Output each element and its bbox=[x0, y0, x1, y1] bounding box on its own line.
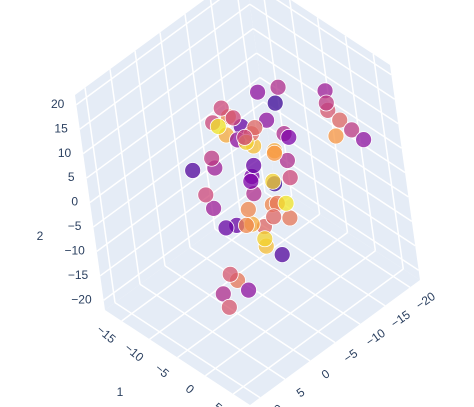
x-tick-label: −15 bbox=[94, 322, 119, 346]
x-tick-label: 5 bbox=[211, 400, 225, 407]
y-tick-label: −15 bbox=[388, 307, 413, 330]
grid-line bbox=[79, 3, 251, 130]
point bbox=[249, 83, 266, 101]
x-tick-label: 0 bbox=[183, 382, 197, 397]
y-tick-label: −10 bbox=[363, 326, 388, 349]
z-tick-label: −15 bbox=[68, 268, 89, 282]
point bbox=[273, 246, 291, 264]
y-tick-label: 5 bbox=[294, 385, 308, 400]
point bbox=[246, 119, 264, 137]
z-tick-label: 0 bbox=[71, 195, 78, 209]
grid-line bbox=[139, 283, 286, 380]
z-tick-label: 10 bbox=[58, 146, 72, 160]
point bbox=[245, 157, 263, 174]
grid-line bbox=[252, 28, 399, 125]
y-tick-label: 10 bbox=[266, 401, 285, 407]
z-tick-label: 15 bbox=[54, 121, 68, 135]
grid-line bbox=[262, 101, 409, 198]
point bbox=[278, 152, 296, 169]
point bbox=[280, 128, 298, 146]
y-tick-label: −20 bbox=[413, 289, 438, 312]
y-tick-label: −5 bbox=[341, 346, 361, 366]
grid-line bbox=[86, 52, 258, 179]
z-tick-label: 20 bbox=[51, 97, 65, 111]
point bbox=[236, 129, 254, 146]
grid-line bbox=[269, 150, 416, 247]
point bbox=[317, 94, 335, 112]
point bbox=[327, 127, 345, 145]
point bbox=[331, 111, 349, 129]
left-wall-pane bbox=[75, 0, 275, 310]
point bbox=[266, 144, 283, 162]
grid-line bbox=[89, 76, 261, 204]
point bbox=[343, 121, 361, 139]
point bbox=[256, 230, 274, 248]
grid-line bbox=[214, 228, 361, 325]
y-tick-label: 0 bbox=[319, 366, 333, 381]
grid-line bbox=[249, 3, 396, 100]
z-tick-label: −10 bbox=[64, 244, 85, 258]
grid-line bbox=[273, 174, 420, 271]
point bbox=[281, 209, 299, 227]
z-tick-label: −5 bbox=[68, 219, 82, 233]
point bbox=[212, 99, 230, 117]
grid-line bbox=[99, 150, 271, 277]
point bbox=[242, 172, 260, 190]
x-tick-label: −5 bbox=[152, 361, 172, 381]
point bbox=[264, 172, 282, 190]
point bbox=[277, 194, 295, 212]
grid-line bbox=[75, 0, 221, 106]
point bbox=[217, 219, 235, 237]
point bbox=[239, 201, 257, 218]
grid-line bbox=[103, 174, 275, 301]
grid-line bbox=[259, 76, 406, 174]
point bbox=[209, 118, 227, 135]
x-tick-label: −10 bbox=[122, 341, 147, 365]
point bbox=[184, 162, 202, 179]
point bbox=[281, 169, 299, 187]
grid-line bbox=[189, 246, 336, 344]
point bbox=[240, 281, 257, 299]
point bbox=[197, 186, 215, 204]
point bbox=[220, 298, 238, 316]
grid-line bbox=[82, 28, 254, 155]
point bbox=[224, 109, 242, 127]
point bbox=[355, 131, 373, 148]
point bbox=[221, 265, 239, 283]
grid-line bbox=[164, 265, 311, 362]
grid-line bbox=[275, 0, 392, 76]
z-tick-label: 5 bbox=[68, 170, 75, 184]
grid-line bbox=[114, 302, 261, 399]
z-axis-title: 2 bbox=[37, 229, 44, 243]
point bbox=[265, 208, 283, 226]
point bbox=[237, 216, 255, 234]
point bbox=[269, 78, 287, 96]
x-axis-title: 1 bbox=[117, 385, 124, 399]
point bbox=[205, 199, 223, 217]
point bbox=[266, 94, 284, 112]
point bbox=[203, 149, 221, 167]
z-tick-label: −20 bbox=[71, 292, 92, 306]
